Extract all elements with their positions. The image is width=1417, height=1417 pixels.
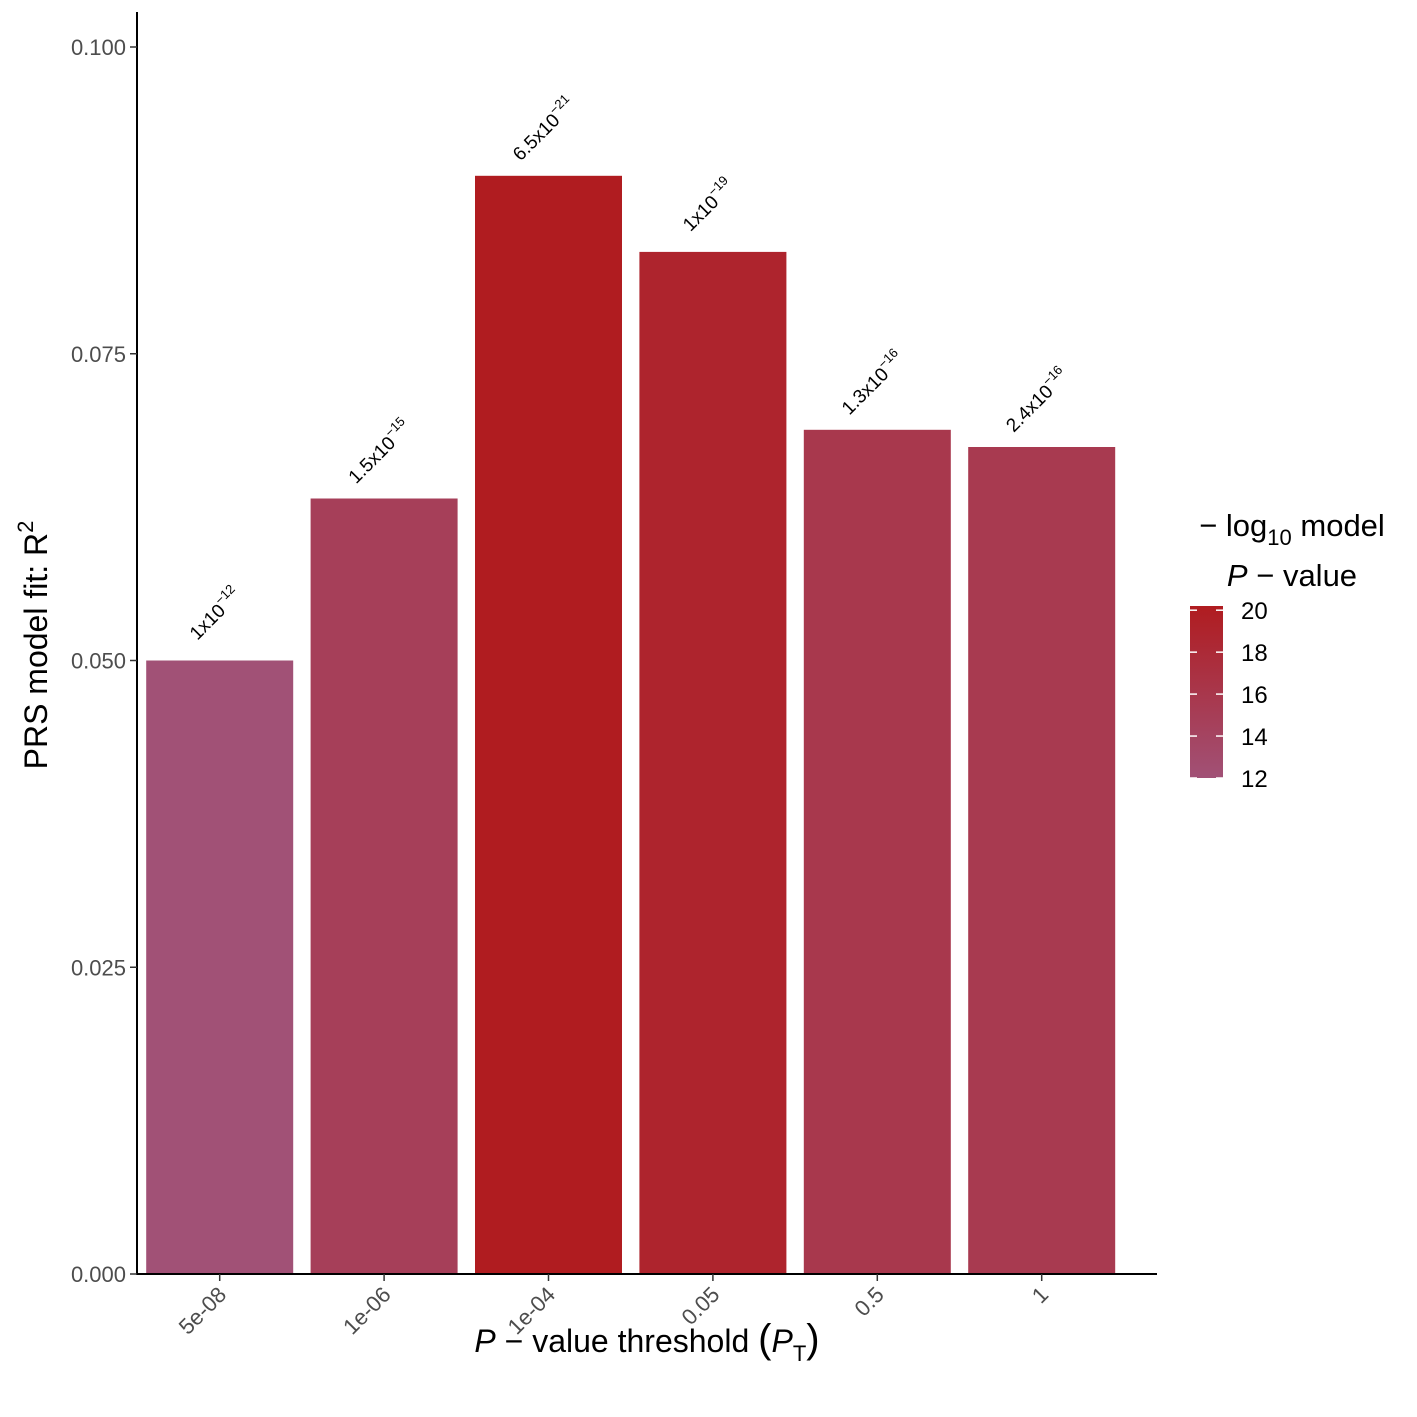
- x-tick-label: 1: [1027, 1282, 1053, 1308]
- legend-tick-label: 16: [1241, 682, 1268, 709]
- legend-tick-label: 12: [1241, 766, 1268, 793]
- bar-pvalue-label: 2.4x10−16: [999, 362, 1073, 436]
- legend-tick-label: 18: [1241, 640, 1268, 667]
- y-axis-title: PRS model fit: R2: [13, 521, 54, 770]
- x-tick-label: 5e-08: [174, 1282, 231, 1339]
- bar-pvalue-label: 1x10−19: [676, 173, 739, 236]
- y-tick-label: 0.000: [71, 1262, 126, 1287]
- bar-1: [968, 447, 1116, 1274]
- y-tick-label: 0.025: [71, 955, 126, 980]
- legend-colorbar: [1190, 606, 1223, 778]
- y-tick-label: 0.075: [71, 342, 126, 367]
- y-ticks-layer: 0.000 0.025 0.050 0.075 0.100: [71, 35, 137, 1287]
- y-tick-label: 0.050: [71, 649, 126, 674]
- x-axis-title: P − value threshold (PT): [474, 1317, 819, 1366]
- x-tick-label: 1e-06: [338, 1282, 395, 1339]
- legend: − log10 model P − value 20 18 16 14 12: [1190, 508, 1385, 793]
- x-tick-label: 0.5: [850, 1282, 889, 1321]
- bars-layer: [146, 175, 1116, 1274]
- y-tick-label: 0.100: [71, 35, 126, 60]
- bar-pvalue-label: 1x10−12: [182, 581, 245, 644]
- bar-0.5: [803, 429, 951, 1274]
- bar-0.05: [639, 251, 787, 1274]
- legend-tick-label: 14: [1241, 724, 1268, 751]
- bar-pvalue-label: 1.3x10−16: [834, 345, 908, 419]
- legend-title-line1: − log10 model: [1199, 508, 1385, 550]
- legend-ticks-layer: 20 18 16 14 12: [1190, 598, 1268, 793]
- bar-pvalue-label: 6.5x10−21: [506, 91, 580, 165]
- bar-1e-06: [310, 498, 458, 1274]
- bar-pvalue-label: 1.5x10−15: [341, 414, 415, 488]
- legend-tick-label: 20: [1241, 598, 1268, 625]
- bar-5e-08: [146, 660, 294, 1274]
- legend-title-line2: P − value: [1227, 558, 1357, 593]
- bar-1e-04: [475, 175, 622, 1274]
